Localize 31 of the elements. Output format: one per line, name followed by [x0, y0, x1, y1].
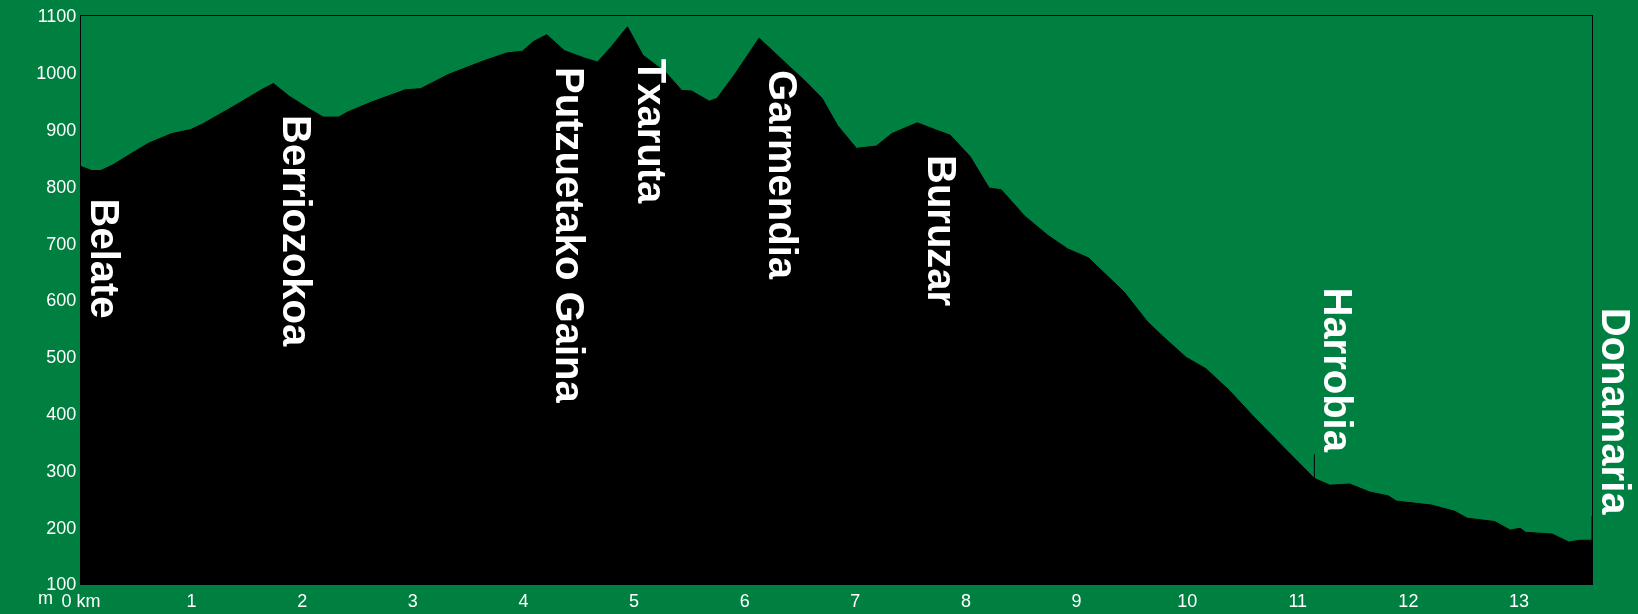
- x-tick-label: 11: [1288, 590, 1308, 611]
- x-tick-label: 2: [297, 590, 308, 611]
- x-tick-label: 1: [186, 590, 197, 611]
- annotation: Txaruta: [629, 58, 674, 205]
- y-tick-label: 300: [46, 460, 77, 481]
- annotation: Belate: [82, 198, 127, 319]
- y-tick-label: 200: [46, 517, 77, 538]
- annotation: Putzuetako Gaina: [548, 67, 593, 404]
- x-tick-label: 13: [1508, 590, 1530, 611]
- x-tick-label: 10: [1177, 590, 1198, 611]
- y-tick-label: 700: [46, 233, 77, 254]
- y-tick-label: 800: [46, 176, 77, 197]
- y-tick-label: 400: [46, 403, 77, 424]
- y-tick-label: 900: [46, 119, 77, 140]
- annotation: Berriozokoa: [275, 115, 320, 348]
- annotation: Donamaria: [1593, 307, 1638, 516]
- x-tick-label: 9: [1071, 590, 1082, 611]
- x-tick-label: 4: [518, 590, 529, 611]
- y-tick-label: 1000: [36, 63, 77, 84]
- x-tick-label: 12: [1398, 590, 1419, 611]
- y-tick-label: 600: [46, 290, 77, 311]
- annotation: Garmendia: [761, 70, 806, 280]
- annotation: Harrobia: [1316, 287, 1361, 453]
- y-tick-label: 1100: [37, 6, 77, 27]
- x-tick-label: 3: [407, 590, 418, 611]
- x-tick-label: 6: [739, 590, 750, 611]
- x-tick-label: 5: [629, 590, 640, 611]
- x-tick-label: 8: [960, 590, 971, 611]
- y-tick-label: 500: [46, 347, 77, 368]
- annotation: Buruzar: [919, 155, 964, 307]
- x-tick-label: 7: [850, 590, 861, 611]
